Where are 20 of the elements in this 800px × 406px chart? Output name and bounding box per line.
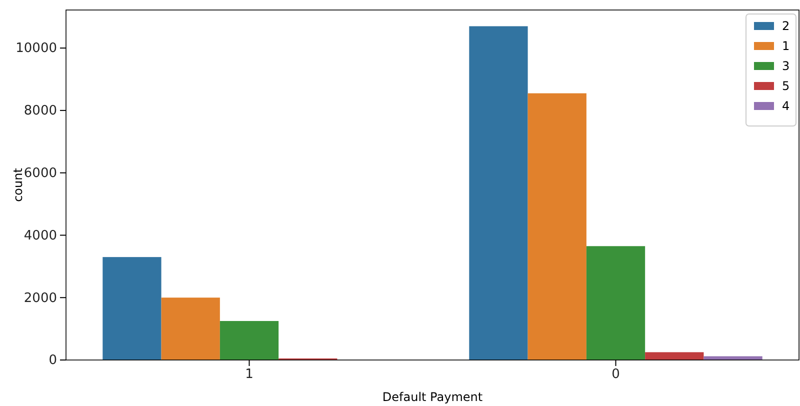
- legend-label: 1: [782, 39, 790, 53]
- y-tick-label: 2000: [24, 290, 57, 306]
- legend-label: 3: [782, 59, 790, 73]
- bar: [220, 321, 279, 360]
- bar: [469, 26, 528, 360]
- bar: [161, 298, 220, 360]
- bar: [528, 93, 586, 360]
- bar: [645, 352, 704, 360]
- y-tick-label: 4000: [24, 228, 57, 244]
- y-axis-title: count: [11, 168, 25, 202]
- legend-label: 4: [782, 99, 790, 113]
- legend-label: 2: [782, 19, 790, 33]
- x-axis-title: Default Payment: [382, 390, 483, 404]
- legend-label: 5: [782, 79, 790, 93]
- bar: [102, 257, 162, 360]
- bar: [586, 246, 646, 360]
- y-tick-label: 6000: [24, 166, 57, 181]
- y-tick-label: 8000: [24, 104, 57, 119]
- y-tick-label: 0: [48, 353, 57, 368]
- y-tick-label: 10000: [16, 41, 57, 56]
